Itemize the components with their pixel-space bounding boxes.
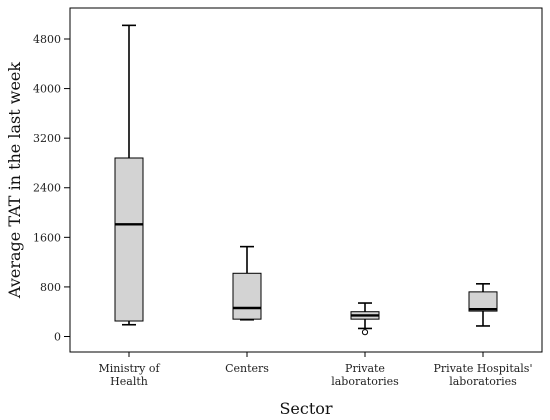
category-label-line: Private Hospitals' [434, 362, 533, 375]
category-label-line: Ministry of [98, 362, 160, 375]
x-axis-title: Sector [279, 399, 332, 418]
category-label: Centers [225, 362, 269, 375]
box-iqr [114, 157, 144, 322]
box-iqr [232, 272, 262, 320]
y-tick-label: 1600 [33, 231, 61, 244]
y-tick-label: 0 [54, 331, 61, 344]
plot-frame [69, 7, 543, 353]
category-label-line: laboratories [449, 375, 517, 388]
category-label-line: Centers [225, 362, 269, 375]
category-label-line: Health [110, 375, 148, 388]
y-tick-label: 4000 [33, 83, 61, 96]
y-tick-label: 4800 [33, 33, 61, 46]
y-tick-label: 800 [40, 281, 61, 294]
box-group [114, 24, 144, 326]
category-label-line: laboratories [331, 375, 399, 388]
category-label: Private Hospitals' laboratories [434, 362, 533, 388]
category-label: Ministry of Health [98, 362, 160, 388]
category-label-line: Private [345, 362, 385, 375]
y-axis-title: Average TAT in the last week [5, 62, 24, 299]
box-group [350, 302, 380, 336]
outlier-point [361, 329, 369, 336]
y-tick-label: 3200 [33, 132, 61, 145]
y-axis: 0 800 1600 2400 3200 4000 4800 [33, 33, 70, 344]
y-tick-label: 2400 [33, 182, 61, 195]
category-label: Private laboratories [331, 362, 399, 388]
boxes-layer [114, 24, 498, 336]
box-group [468, 283, 498, 327]
box-group [232, 245, 262, 321]
box-iqr [468, 291, 498, 312]
